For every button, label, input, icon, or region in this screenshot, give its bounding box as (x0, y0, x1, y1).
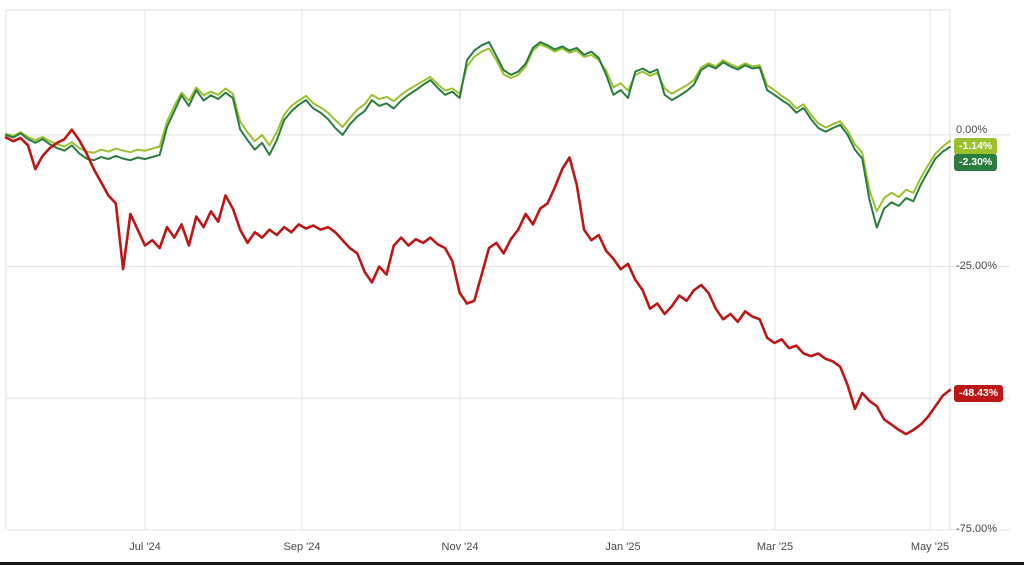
x-axis-tick-jan25: Jan '25 (605, 541, 641, 553)
y-axis-tick-75: -75.00% (956, 523, 997, 535)
x-axis-tick-mar25: Mar '25 (756, 541, 794, 553)
bottom-border (0, 562, 1024, 565)
x-axis-tick-sep24: Sep '24 (283, 541, 321, 553)
x-axis-tick-nov24: Nov '24 (441, 541, 479, 553)
red-series-value-badge: -48.43% (954, 385, 1004, 402)
x-axis-tick-jul24: Jul '24 (129, 541, 161, 553)
red-series-line (4, 128, 952, 436)
light-green-series-value-badge: -1.14% (954, 138, 998, 155)
x-axis-tick-may25: May '25 (910, 541, 950, 553)
y-axis-tick-25: -25.00% (956, 260, 997, 272)
dark-green-series-line (5, 41, 951, 229)
dark-green-series-value-badge: -2.30% (954, 154, 998, 171)
y-axis-tick-0: 0.00% (956, 124, 988, 136)
light-green-series-line (5, 43, 951, 213)
plot-frame (5, 9, 951, 531)
